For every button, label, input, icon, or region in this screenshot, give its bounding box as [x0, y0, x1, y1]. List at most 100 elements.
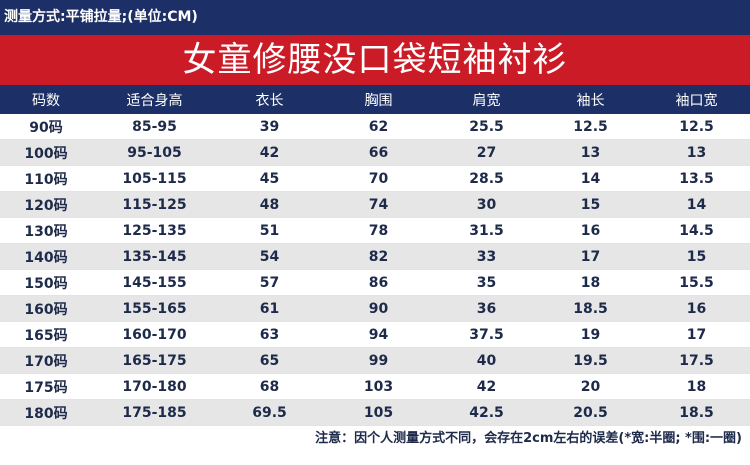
table-row: 160码 155-165 61 90 36 18.5 16	[0, 295, 750, 322]
size-cell: 170码	[0, 347, 92, 374]
measurement-note: 注意：因个人测量方式不同，会存在2cm左右的误差(*宽:半圈; *围:一圈)	[315, 428, 742, 450]
table-cell: 42	[217, 139, 322, 166]
column-header: 适合身高	[92, 85, 217, 114]
table-cell: 74	[322, 191, 435, 218]
table-cell: 18.5	[643, 399, 750, 426]
table-cell: 13	[538, 139, 643, 166]
table-cell: 65	[217, 347, 322, 374]
column-header: 肩宽	[435, 85, 538, 114]
table-cell: 33	[435, 243, 538, 270]
measure-method-text: 测量方式:平铺拉量;(单位:CM)	[4, 9, 198, 25]
table-cell: 15	[643, 243, 750, 270]
product-title: 女童修腰没口袋短袖衬衫	[182, 40, 568, 80]
table-cell: 37.5	[435, 321, 538, 348]
table-cell: 51	[217, 217, 322, 244]
table-cell: 61	[217, 295, 322, 322]
table-cell: 165-175	[92, 347, 217, 374]
table-cell: 39	[217, 114, 322, 140]
table-row: 120码 115-125 48 74 30 15 14	[0, 191, 750, 218]
size-cell: 130码	[0, 217, 92, 244]
table-cell: 17.5	[643, 347, 750, 374]
size-cell: 175码	[0, 373, 92, 400]
table-cell: 19	[538, 321, 643, 348]
table-cell: 16	[643, 295, 750, 322]
table-cell: 70	[322, 165, 435, 192]
table-cell: 66	[322, 139, 435, 166]
table-cell: 78	[322, 217, 435, 244]
table-cell: 155-165	[92, 295, 217, 322]
table-row: 170码 165-175 65 99 40 19.5 17.5	[0, 347, 750, 374]
table-body: 90码 85-95 39 62 25.5 12.5 12.5 100码 95-105 42 66 27…	[0, 114, 750, 426]
table-cell: 31.5	[435, 217, 538, 244]
table-cell: 94	[322, 321, 435, 348]
table-cell: 36	[435, 295, 538, 322]
column-header: 袖长	[538, 85, 643, 114]
table-row: 165码 160-170 63 94 37.5 19 17	[0, 321, 750, 348]
table-row: 90码 85-95 39 62 25.5 12.5 12.5	[0, 114, 750, 140]
table-cell: 13.5	[643, 165, 750, 192]
size-cell: 90码	[0, 114, 92, 140]
table-cell: 18	[643, 373, 750, 400]
table-cell: 95-105	[92, 139, 217, 166]
table-cell: 115-125	[92, 191, 217, 218]
table-cell: 12.5	[538, 114, 643, 140]
measure-method-bar: 测量方式:平铺拉量;(单位:CM)	[0, 0, 750, 35]
table-cell: 48	[217, 191, 322, 218]
size-table: 码数 适合身高 衣长 胸围 肩宽 袖长 袖口宽 90码 85-95 39 62 25.5 12.5 12…	[0, 85, 750, 426]
table-cell: 45	[217, 165, 322, 192]
table-cell: 105-115	[92, 165, 217, 192]
size-cell: 120码	[0, 191, 92, 218]
table-row: 150码 145-155 57 86 35 18 15.5	[0, 269, 750, 296]
table-cell: 18.5	[538, 295, 643, 322]
table-cell: 85-95	[92, 114, 217, 140]
table-cell: 125-135	[92, 217, 217, 244]
table-cell: 54	[217, 243, 322, 270]
table-cell: 175-185	[92, 399, 217, 426]
table-cell: 12.5	[643, 114, 750, 140]
table-cell: 82	[322, 243, 435, 270]
table-row: 180码 175-185 69.5 105 42.5 20.5 18.5	[0, 399, 750, 426]
table-cell: 30	[435, 191, 538, 218]
table-cell: 62	[322, 114, 435, 140]
table-cell: 99	[322, 347, 435, 374]
table-cell: 35	[435, 269, 538, 296]
table-cell: 25.5	[435, 114, 538, 140]
table-cell: 40	[435, 347, 538, 374]
size-cell: 160码	[0, 295, 92, 322]
table-cell: 68	[217, 373, 322, 400]
table-cell: 17	[643, 321, 750, 348]
table-row: 175码 170-180 68 103 42 20 18	[0, 373, 750, 400]
page-title: 女童修腰没口袋短袖衬衫	[0, 35, 750, 85]
table-cell: 14	[538, 165, 643, 192]
table-cell: 42	[435, 373, 538, 400]
table-cell: 103	[322, 373, 435, 400]
table-cell: 15	[538, 191, 643, 218]
table-cell: 15.5	[643, 269, 750, 296]
table-cell: 13	[643, 139, 750, 166]
table-cell: 16	[538, 217, 643, 244]
table-cell: 27	[435, 139, 538, 166]
table-cell: 14	[643, 191, 750, 218]
table-cell: 17	[538, 243, 643, 270]
table-cell: 105	[322, 399, 435, 426]
column-header: 袖口宽	[643, 85, 750, 114]
size-cell: 140码	[0, 243, 92, 270]
table-cell: 18	[538, 269, 643, 296]
table-cell: 145-155	[92, 269, 217, 296]
size-cell: 100码	[0, 139, 92, 166]
column-header: 衣长	[217, 85, 322, 114]
size-cell: 165码	[0, 321, 92, 348]
column-header: 码数	[0, 85, 92, 114]
table-cell: 57	[217, 269, 322, 296]
table-cell: 170-180	[92, 373, 217, 400]
table-cell: 20	[538, 373, 643, 400]
table-cell: 86	[322, 269, 435, 296]
table-cell: 160-170	[92, 321, 217, 348]
table-cell: 19.5	[538, 347, 643, 374]
table-row: 100码 95-105 42 66 27 13 13	[0, 139, 750, 166]
table-row: 110码 105-115 45 70 28.5 14 13.5	[0, 165, 750, 192]
size-cell: 150码	[0, 269, 92, 296]
size-cell: 180码	[0, 399, 92, 426]
table-cell: 90	[322, 295, 435, 322]
table-cell: 14.5	[643, 217, 750, 244]
